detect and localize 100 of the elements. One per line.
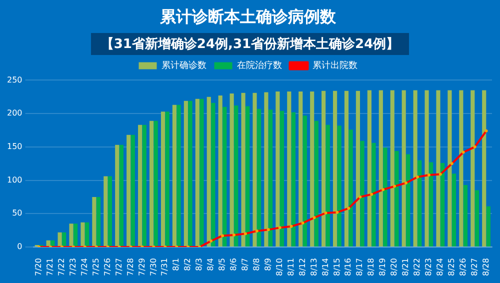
x-tick-label: 8/13 [309,258,318,276]
bar [218,96,222,247]
bar [58,232,62,247]
bar [470,90,475,247]
bar [372,142,376,247]
y-tick-label: 200 [6,108,22,118]
bar [154,120,158,247]
bar [459,90,464,247]
chart-title: 累计诊断本土确诊病例数 [159,6,337,26]
y-tick-label: 50 [12,208,22,218]
x-tick-label: 8/28 [481,258,490,276]
bar [84,222,90,247]
bar [246,106,250,247]
bar [172,104,177,247]
bar [206,96,211,247]
bar [80,222,85,247]
x-tick-label: 7/23 [68,258,78,276]
bar [149,120,154,247]
bar [268,110,273,247]
bar [74,224,78,247]
x-tick-label: 8/22 [412,258,422,276]
bar [337,126,342,247]
x-tick-label: 7/24 [80,258,89,276]
bar [367,90,372,247]
bar [326,124,330,247]
x-tick-label: 7/20 [34,258,44,276]
bar [302,116,307,247]
legend-label: 累计确诊数 [161,60,206,72]
bar [394,150,399,247]
x-tick-label: 8/9 [263,258,272,271]
x-tick-label: 8/2 [183,258,192,271]
bar [280,110,284,247]
bar [486,206,490,247]
x-tick-label: 8/4 [206,258,216,271]
bar [452,174,456,247]
x-tick-label: 8/1 [172,258,181,271]
bar [119,144,124,247]
y-tick-label: 100 [6,175,22,184]
x-tick-label: 8/25 [446,258,456,276]
bar [92,196,96,247]
x-tick-label: 7/27 [114,258,124,276]
bar [332,90,338,247]
bar [264,92,268,247]
x-tick-label: 8/18 [366,258,376,276]
bar [463,184,468,247]
x-tick-label: 7/31 [160,258,170,276]
bar [257,108,262,247]
bar [142,124,146,247]
x-tick-label: 8/16 [344,258,353,276]
bar [126,134,131,247]
bar [184,100,188,247]
bar [222,106,227,247]
x-tick-label: 8/7 [240,258,250,271]
bar [176,104,181,247]
x-tick-label: 7/28 [126,258,135,276]
bar [160,112,166,247]
bar [418,160,422,247]
bar [310,92,314,247]
bar [130,134,135,247]
bar [195,98,200,247]
bar [276,92,280,247]
bar [429,162,434,247]
bar [406,154,410,247]
bar [298,92,303,247]
bar [287,92,292,247]
bar [436,90,440,247]
bar [356,90,360,247]
x-tick-label: 8/19 [378,258,388,276]
x-tick-label: 8/17 [355,258,364,276]
y-tick-label: 150 [6,142,22,152]
bar [200,98,204,247]
x-tick-label: 8/12 [298,258,307,276]
bar [96,196,101,247]
x-tick-label: 8/20 [390,258,399,276]
x-tick-label: 8/21 [401,258,410,276]
x-tick-label: 8/27 [470,258,479,276]
bar [188,100,192,247]
bar [138,124,142,247]
bar [482,90,486,247]
x-tick-label: 8/8 [252,258,261,271]
legend-label: 在院治疗数 [236,60,282,72]
bar [62,232,66,247]
bar [108,176,112,247]
y-tick-label: 250 [6,75,22,84]
bar [165,112,170,247]
x-tick-label: 7/29 [137,258,146,276]
bar [378,90,383,247]
x-tick-label: 8/5 [218,258,227,271]
bar [241,92,246,247]
x-tick-label: 8/10 [274,258,284,276]
legend-label: 累计出院数 [312,60,358,72]
bar [413,90,418,247]
x-tick-label: 7/25 [91,258,100,276]
bar [252,92,257,247]
bar [448,90,452,247]
bar [424,90,429,247]
x-tick-label: 7/30 [148,258,158,276]
bar [383,148,388,247]
bar [390,90,394,247]
y-tick-label: 0 [17,242,22,252]
